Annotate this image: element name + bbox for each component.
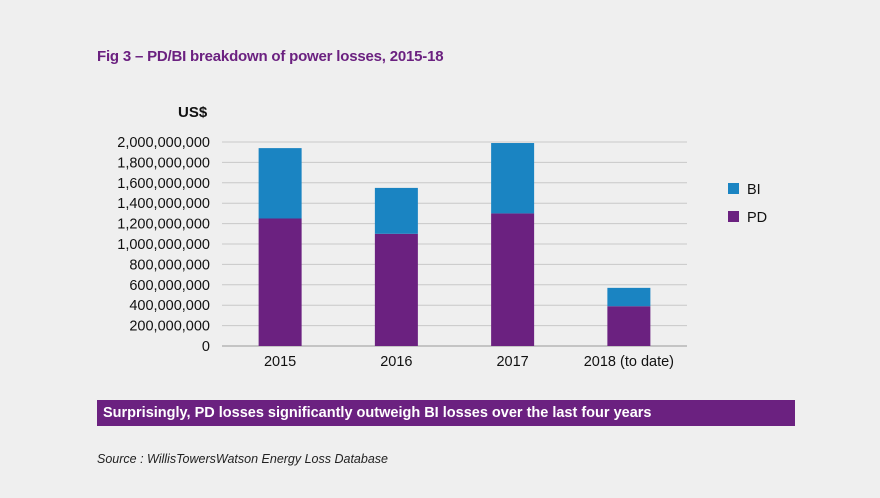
legend-label-bi: BI bbox=[747, 182, 761, 198]
stacked-bar-chart: US$ 0 200,000,000 400,000,000 600,000,000 80… bbox=[117, 104, 767, 370]
source-note: Source : WillisTowersWatson Energy Loss … bbox=[97, 452, 388, 466]
y-tick-label: 1,400,000,000 bbox=[117, 196, 210, 212]
figure-title: Fig 3 – PD/BI breakdown of power losses,… bbox=[97, 48, 444, 65]
bar-bi-2017 bbox=[491, 143, 535, 214]
legend: BI PD bbox=[728, 182, 767, 226]
y-axis-ticks: 0 200,000,000 400,000,000 600,000,000 800,00… bbox=[117, 135, 210, 355]
x-tick-label: 2017 bbox=[496, 354, 528, 370]
y-tick-label: 800,000,000 bbox=[129, 257, 210, 273]
x-tick-label: 2016 bbox=[380, 354, 412, 370]
bar-pd-2018 bbox=[607, 306, 651, 346]
legend-swatch-pd bbox=[728, 211, 739, 222]
y-tick-label: 1,200,000,000 bbox=[117, 217, 210, 233]
y-tick-label: 600,000,000 bbox=[129, 278, 210, 294]
callout-banner: Surprisingly, PD losses significantly ou… bbox=[97, 400, 795, 426]
bar-pd-2016 bbox=[374, 233, 418, 346]
y-tick-label: 2,000,000,000 bbox=[117, 135, 210, 151]
y-tick-label: 1,800,000,000 bbox=[117, 155, 210, 171]
y-tick-label: 1,000,000,000 bbox=[117, 237, 210, 253]
y-tick-label: 200,000,000 bbox=[129, 319, 210, 335]
y-tick-label: 1,600,000,000 bbox=[117, 176, 210, 192]
bars bbox=[258, 143, 651, 346]
bar-pd-2015 bbox=[258, 218, 302, 346]
x-axis-ticks: 2015 2016 2017 2018 (to date) bbox=[264, 354, 674, 370]
bar-bi-2018 bbox=[607, 287, 651, 307]
y-tick-label: 0 bbox=[202, 339, 210, 355]
bar-bi-2015 bbox=[258, 148, 302, 219]
legend-swatch-bi bbox=[728, 183, 739, 194]
y-tick-label: 400,000,000 bbox=[129, 298, 210, 314]
bar-pd-2017 bbox=[491, 213, 535, 346]
bar-bi-2016 bbox=[374, 187, 418, 234]
legend-label-pd: PD bbox=[747, 210, 767, 226]
y-axis-label: US$ bbox=[178, 104, 208, 121]
x-tick-label: 2015 bbox=[264, 354, 296, 370]
x-tick-label: 2018 (to date) bbox=[584, 354, 674, 370]
